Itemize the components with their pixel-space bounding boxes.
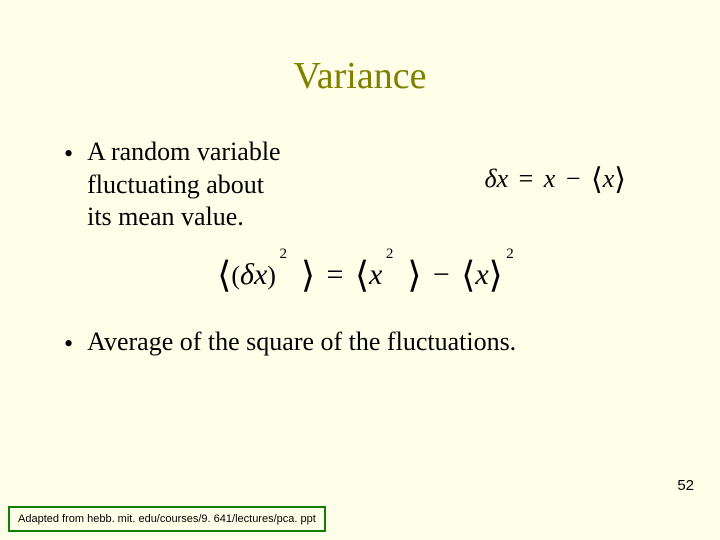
exp: 2 (279, 246, 287, 263)
bullet-1: • A random variable fluctuating about it… (64, 136, 281, 234)
first-content-block: • A random variable fluctuating about it… (64, 136, 656, 246)
langle: ⟨ (591, 163, 603, 196)
exp: 2 (506, 246, 514, 263)
bullet-2-text: Average of the square of the fluctuation… (87, 326, 516, 359)
slide: Variance • A random variable fluctuating… (0, 0, 720, 540)
delta: δ (240, 258, 254, 291)
var-x: x (497, 164, 509, 193)
var-x: x (603, 164, 615, 193)
delta: δ (484, 164, 496, 193)
slide-title: Variance (64, 54, 656, 98)
var-x: x (544, 164, 556, 193)
langle: ⟨ (355, 255, 369, 295)
bullet-marker: • (64, 138, 73, 171)
equals: = (515, 164, 538, 193)
bullet-1-text: A random variable fluctuating about its … (87, 136, 281, 234)
minus: − (429, 258, 454, 291)
bullet-1-line-2: fluctuating about (87, 170, 264, 199)
exp: 2 (386, 246, 394, 263)
rparen: ) (267, 261, 276, 290)
equation-2-math: ⟨(δx)2 ⟩ = ⟨x2 ⟩ − ⟨x⟩2 (217, 258, 502, 291)
bullet-2: • Average of the square of the fluctuati… (64, 326, 656, 361)
langle: ⟨ (217, 255, 231, 295)
var-x: x (254, 258, 267, 291)
bullet-1-line-1: A random variable (87, 137, 281, 166)
equation-1: δx = x − ⟨x⟩ (484, 162, 626, 197)
var-x: x (369, 258, 382, 291)
langle: ⟨ (461, 255, 475, 295)
equals: = (323, 258, 348, 291)
equation-2: ⟨(δx)2 ⟩ = ⟨x2 ⟩ − ⟨x⟩2 (64, 254, 656, 296)
rangle: ⟩ (614, 163, 626, 196)
page-number: 52 (677, 477, 694, 494)
var-x: x (475, 258, 488, 291)
rangle: ⟩ (489, 255, 503, 295)
minus: − (562, 164, 585, 193)
rangle: ⟩ (407, 255, 421, 295)
lparen: ( (231, 261, 240, 290)
rangle: ⟩ (301, 255, 315, 295)
bullet-marker: • (64, 328, 73, 361)
equation-1-math: δx = x − ⟨x⟩ (484, 164, 626, 193)
bullet-1-line-3: its mean value. (87, 202, 244, 231)
attribution: Adapted from hebb. mit. edu/courses/9. 6… (8, 506, 326, 532)
